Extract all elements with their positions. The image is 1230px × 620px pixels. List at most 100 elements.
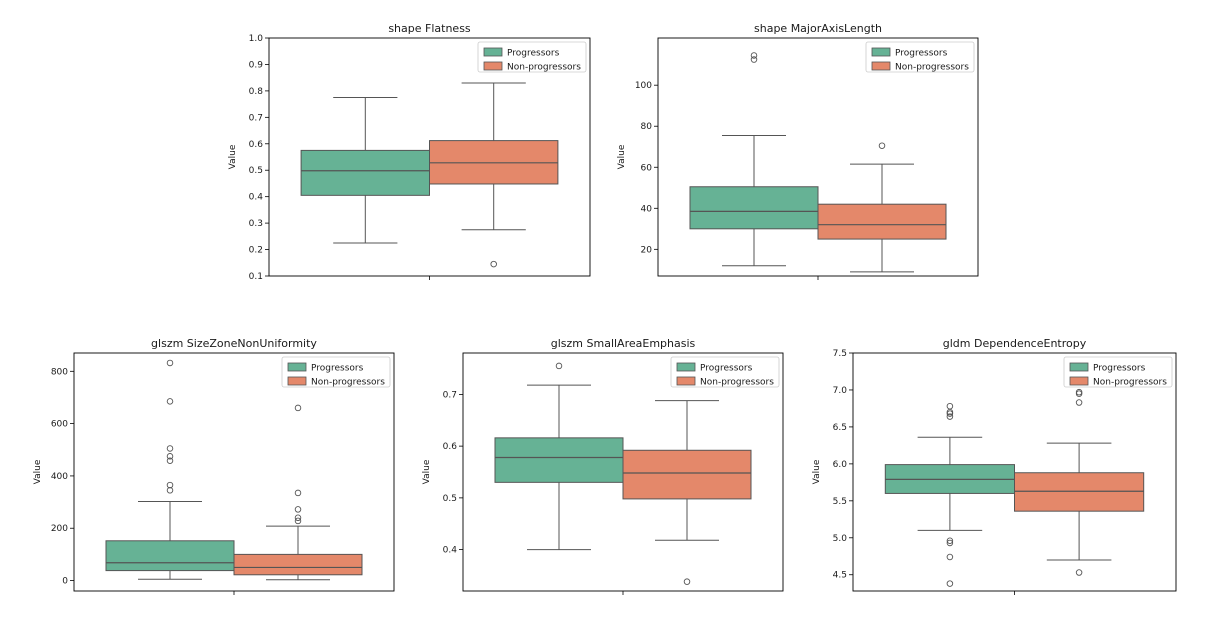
legend: Progressors Non-progressors [281,356,391,388]
chart-title: shape MajorAxisLength [754,22,882,35]
box-progressors [105,359,235,580]
legend-swatch [483,61,503,71]
legend-frame [1063,356,1173,388]
box-non-progressors [622,400,752,585]
chart-title: glszm SmallAreaEmphasis [551,337,696,350]
legend-swatch [287,376,307,386]
legend-swatch [483,47,503,57]
y-tick-label: 6.0 [833,460,848,470]
y-tick-label: 0.2 [249,246,263,256]
legend-frame [477,41,587,73]
y-tick-label: 0 [62,577,68,587]
outlier-point [166,481,174,489]
outlier-point [294,489,302,497]
y-tick-label: 0.6 [249,140,264,150]
outlier-point [166,487,174,494]
y-tick-label: 0.7 [249,113,263,123]
legend-label: Non-progressors [895,63,969,73]
legend-frame [670,356,780,388]
legend-swatch [1069,376,1089,386]
legend-label: Progressors [311,364,364,374]
iqr-box [494,437,624,483]
y-tick-label: 0.8 [249,87,264,97]
outlier-point [166,445,174,452]
iqr-box [689,186,819,230]
y-tick-label: 5.0 [833,534,848,544]
legend-swatch [676,376,696,386]
y-axis-label: Value [33,459,43,484]
y-tick-label: 0.5 [443,494,457,504]
outlier-point [294,514,302,522]
y-tick-label: 0.6 [443,442,458,452]
y-tick-label: 40 [641,204,653,214]
legend: Progressors Non-progressors [1063,356,1173,388]
outlier-point [683,578,691,585]
outlier-point [946,402,954,410]
box-non-progressors [429,82,559,268]
box-non-progressors [1014,388,1145,576]
plot-frame [462,352,784,592]
legend-swatch [676,362,696,372]
legend-label: Non-progressors [507,63,581,73]
outlier-point [166,457,174,465]
legend-label: Non-progressors [311,378,385,388]
box-progressors [884,402,1015,587]
outlier-point [946,580,954,587]
boxplot-panel: gldm DependenceEntropy Value 4.5 5.0 5.5 6.0 6… [812,337,1177,595]
outlier-point [555,362,563,370]
boxplot-panel: shape MajorAxisLength Value 20 40 60 80 100 Pro… [617,22,979,280]
outlier-point [1075,569,1083,576]
legend-label: Non-progressors [700,378,774,388]
boxplot-panel: glszm SizeZoneNonUniformity Value 0 200 400 6… [33,337,395,595]
outlier-point [294,404,302,412]
y-axis-label: Value [422,459,432,484]
legend-label: Progressors [700,364,753,374]
chart-title: gldm DependenceEntropy [943,337,1087,350]
outlier-point [946,539,954,547]
y-tick-label: 200 [51,524,68,534]
iqr-box [817,203,947,240]
chart-title: shape Flatness [388,22,471,35]
outlier-point [294,506,302,513]
outlier-point [166,359,174,367]
legend-label: Non-progressors [1093,378,1167,388]
y-tick-label: 100 [635,81,652,91]
outlier-point [750,56,758,63]
y-tick-label: 600 [51,420,68,430]
legend-frame [865,41,975,73]
iqr-box [233,553,363,576]
outlier-point [750,52,758,59]
outlier-point [1075,388,1083,396]
plot-frame [73,352,395,592]
iqr-box [622,449,752,500]
y-tick-label: 80 [641,122,653,132]
outlier-point [878,142,886,149]
legend-swatch [871,47,891,57]
legend-frame [281,356,391,388]
y-tick-label: 20 [641,245,653,255]
legend-swatch [871,61,891,71]
y-tick-label: 1.0 [249,34,264,44]
y-tick-label: 0.4 [443,546,458,556]
y-tick-label: 0.9 [249,60,264,70]
y-tick-label: 0.7 [443,390,457,400]
legend-label: Progressors [507,49,560,59]
outlier-point [946,537,954,544]
outlier-point [946,553,954,561]
chart-title: glszm SizeZoneNonUniformity [151,337,317,350]
boxplot-panel: shape Flatness Value 0.1 0.2 0.3 0.4 0.5 0.6 0.7… [228,22,591,282]
y-axis-label: Value [812,459,822,484]
y-tick-label: 60 [641,163,653,173]
y-tick-label: 5.5 [833,497,847,507]
outlier-point [294,517,302,525]
y-tick-label: 0.1 [249,272,263,282]
y-tick-label: 7.5 [833,349,847,359]
plot-frame [657,37,979,277]
box-non-progressors [817,142,947,273]
boxplot-panel: glszm SmallAreaEmphasis Value 0.4 0.5 0.6 0.7… [422,337,784,595]
iqr-box [300,149,430,196]
y-tick-label: 4.5 [833,571,847,581]
iqr-box [1014,472,1145,512]
plot-frame [268,37,591,277]
outlier-point [490,260,497,268]
